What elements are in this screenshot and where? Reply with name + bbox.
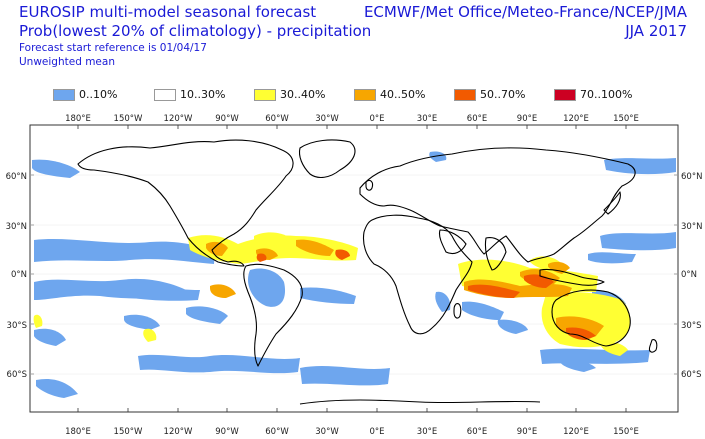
centres-label: ECMWF/Met Office/Meteo-France/NCEP/JMA — [363, 3, 687, 21]
lat-tick-right: 30°S — [681, 321, 701, 331]
lon-labels-bottom: 180°E 150°W 120°W 90°W 60°W 30°W 0°E 30°… — [65, 427, 639, 437]
lon-tick-top: 60°E — [467, 114, 487, 124]
lon-tick-top: 180°E — [65, 114, 91, 124]
shading-0-10 — [32, 151, 676, 398]
lon-tick-bottom: 90°W — [215, 427, 239, 437]
lon-tick-top: 90°E — [517, 114, 537, 124]
forecast-reference: Forecast start reference is 01/04/17 — [19, 42, 207, 54]
legend-label: 30..40% — [280, 88, 326, 101]
season-label: JJA 2017 — [625, 22, 687, 40]
lon-labels-top: 180°E 150°W 120°W 90°W 60°W 30°W 0°E 30°… — [65, 114, 639, 124]
lat-tick-left: 60°N — [6, 172, 27, 182]
title-line-2: Prob(lowest 20% of climatology) - precip… — [19, 22, 372, 40]
lat-tick-left: 0°N — [11, 270, 27, 280]
lon-tick-bottom: 150°W — [114, 427, 143, 437]
legend-label: 0..10% — [79, 88, 118, 101]
lon-tick-top: 150°E — [613, 114, 639, 124]
lat-labels-left: 60°N 30°N 0°N 30°S 60°S — [6, 172, 27, 380]
coastlines — [77, 139, 658, 405]
legend-label: 40..50% — [380, 88, 426, 101]
lon-tick-top: 120°W — [164, 114, 193, 124]
lat-tick-right: 60°N — [681, 172, 702, 182]
legend-swatch — [53, 89, 75, 101]
lon-tick-bottom: 90°E — [517, 427, 537, 437]
legend-label: 50..70% — [480, 88, 526, 101]
lon-tick-bottom: 60°E — [467, 427, 487, 437]
lon-tick-top: 30°W — [315, 114, 339, 124]
legend-swatch — [154, 89, 176, 101]
lon-tick-top: 90°W — [215, 114, 239, 124]
title-line-1: EUROSIP multi-model seasonal forecast — [19, 3, 317, 21]
legend-swatch — [454, 89, 476, 101]
world-map: 180°E 150°W 120°W 90°W 60°W 30°W 0°E 30°… — [6, 114, 703, 437]
lon-tick-bottom: 0°E — [369, 427, 384, 437]
legend-swatch — [354, 89, 376, 101]
lon-tick-bottom: 30°W — [315, 427, 339, 437]
title-main: EUROSIP multi-model seasonal forecast Pr… — [19, 3, 371, 41]
lat-tick-right: 0°N — [681, 270, 697, 280]
lon-tick-bottom: 120°E — [563, 427, 589, 437]
lat-tick-right: 60°S — [681, 370, 701, 380]
lon-tick-top: 0°E — [369, 114, 384, 124]
lon-tick-bottom: 30°E — [417, 427, 437, 437]
lon-tick-bottom: 150°E — [613, 427, 639, 437]
lat-tick-left: 30°S — [7, 321, 27, 331]
lat-labels-right: 60°N 30°N 0°N 30°S 60°S — [681, 172, 702, 380]
legend-swatch — [254, 89, 276, 101]
weighting-note: Unweighted mean — [19, 56, 115, 68]
lon-tick-top: 60°W — [265, 114, 289, 124]
legend-label: 70..100% — [580, 88, 633, 101]
lon-tick-bottom: 60°W — [265, 427, 289, 437]
legend-swatch — [554, 89, 576, 101]
legend-label: 10..30% — [180, 88, 226, 101]
lon-tick-top: 120°E — [563, 114, 589, 124]
lon-tick-top: 150°W — [114, 114, 143, 124]
lat-tick-left: 30°N — [6, 222, 27, 232]
lat-tick-right: 30°N — [681, 222, 702, 232]
lon-tick-bottom: 180°E — [65, 427, 91, 437]
lon-tick-bottom: 120°W — [164, 427, 193, 437]
lon-tick-top: 30°E — [417, 114, 437, 124]
lat-tick-left: 60°S — [7, 370, 27, 380]
